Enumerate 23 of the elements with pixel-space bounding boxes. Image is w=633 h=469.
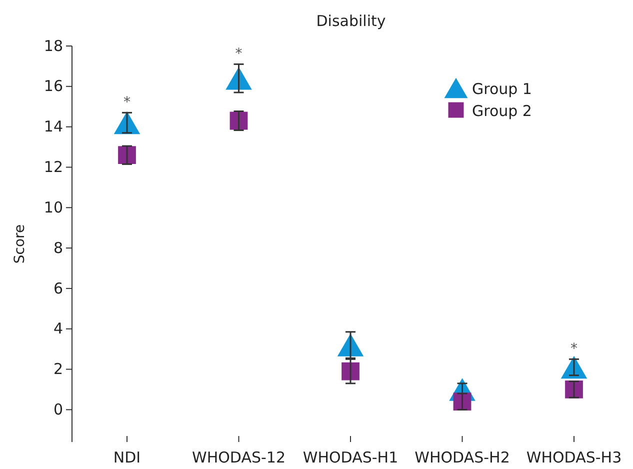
point: [342, 362, 360, 380]
y-tick-label: 16: [44, 77, 63, 96]
chart-title: Disability: [316, 12, 386, 30]
legend-label: Group 2: [472, 102, 532, 120]
y-tick-label: 10: [44, 198, 63, 216]
y-tick-label: 14: [44, 118, 63, 136]
y-tick-label: 2: [53, 360, 63, 378]
annotation: *: [570, 341, 578, 358]
y-tick-label: 12: [44, 158, 63, 176]
x-tick-label: WHODAS-H3: [526, 448, 622, 467]
y-tick-label: 8: [53, 238, 63, 257]
y-tick-label: 18: [44, 36, 63, 55]
y-axis-title: Score: [12, 224, 28, 264]
legend-label: Group 1: [472, 80, 532, 98]
y-tick-label: 0: [53, 400, 63, 418]
annotation: *: [235, 46, 242, 62]
y-tick-label: 6: [53, 279, 63, 298]
x-tick-label: WHODAS-12: [192, 448, 286, 467]
x-tick-label: WHODAS-H2: [414, 448, 510, 467]
annotation: *: [124, 94, 130, 111]
x-tick-label: NDI: [113, 448, 141, 467]
y-tick-label: 4: [53, 320, 63, 338]
x-tick-label: WHODAS-H1: [302, 448, 398, 467]
